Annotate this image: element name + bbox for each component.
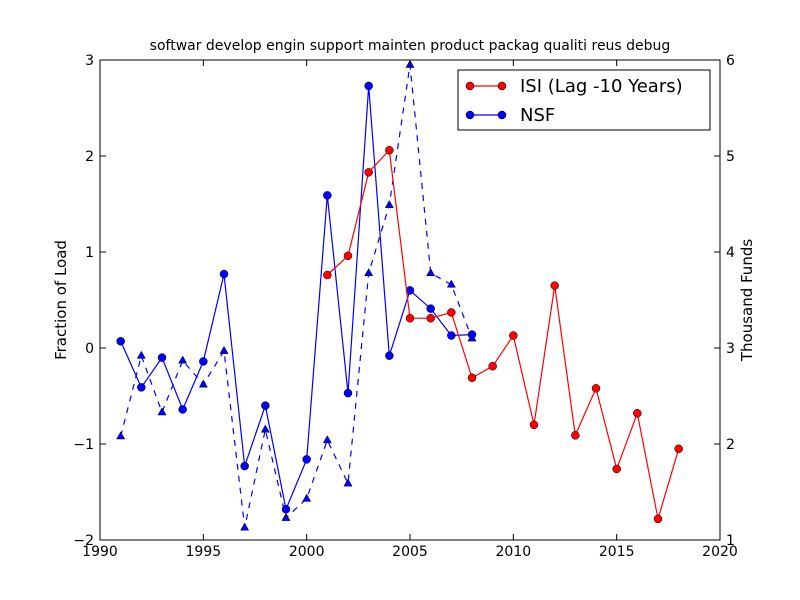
data-point-nsf-funds bbox=[446, 279, 456, 288]
data-point-nsf bbox=[281, 505, 291, 514]
y-right-tick-label: 1 bbox=[726, 533, 735, 549]
data-point-nsf-funds bbox=[260, 424, 270, 433]
y-tick-label: 0 bbox=[85, 341, 94, 357]
data-point-isi-lag-10-years bbox=[591, 384, 601, 393]
y-tick-label: 3 bbox=[85, 53, 94, 69]
y-right-tick-label: 2 bbox=[726, 437, 735, 453]
data-point-nsf-funds bbox=[116, 431, 126, 440]
data-point-nsf bbox=[116, 337, 125, 346]
data-point-nsf-funds bbox=[136, 350, 146, 359]
series-line-isi-lag-10-years bbox=[326, 148, 680, 520]
data-point-nsf bbox=[323, 191, 332, 200]
data-point-isi-lag-10-years bbox=[550, 281, 559, 290]
x-tick-label: 2010 bbox=[496, 544, 532, 560]
y-axis-label: Fraction of Load bbox=[52, 240, 70, 360]
x-tick-label: 2000 bbox=[289, 544, 325, 560]
x-tick-label: 1990 bbox=[82, 544, 118, 560]
y-right-tick-label: 4 bbox=[726, 245, 735, 261]
data-point-nsf bbox=[364, 81, 373, 91]
data-point-isi-lag-10-years bbox=[343, 251, 353, 261]
y-tick-label: 2 bbox=[85, 149, 94, 165]
legend-box bbox=[457, 69, 711, 131]
x-axis: 1990 1995 2000 2005 2010 2015 2020 bbox=[82, 60, 738, 560]
data-point-nsf bbox=[426, 304, 435, 313]
data-point-isi-lag-10-years bbox=[633, 409, 642, 418]
data-point-nsf bbox=[199, 357, 208, 366]
y-right-tick-label: 3 bbox=[726, 341, 735, 357]
x-tick-label: 2015 bbox=[599, 544, 635, 560]
data-point-isi-lag-10-years bbox=[467, 373, 477, 383]
data-point-isi-lag-10-years bbox=[385, 145, 394, 155]
data-point-nsf-funds bbox=[281, 512, 291, 521]
y-axis-left: −2 −1 0 1 2 3 bbox=[73, 53, 106, 549]
y-right-tick-label: 5 bbox=[726, 149, 735, 165]
legend-label-nsf: NSF bbox=[520, 105, 555, 126]
legend-marker-isi bbox=[497, 81, 507, 91]
data-point-nsf bbox=[467, 330, 477, 339]
data-point-isi-lag-10-years bbox=[488, 361, 497, 371]
data-point-nsf-funds bbox=[198, 379, 208, 388]
series-line-nsf-funds bbox=[120, 64, 473, 528]
data-point-nsf bbox=[137, 383, 146, 392]
data-point-nsf-funds bbox=[364, 268, 374, 277]
data-point-nsf-funds bbox=[322, 435, 332, 444]
data-point-nsf-funds bbox=[426, 268, 436, 277]
data-point-nsf bbox=[447, 331, 456, 340]
y-tick-label: 1 bbox=[85, 245, 94, 261]
series-layer bbox=[116, 59, 683, 531]
legend-marker-nsf bbox=[465, 110, 475, 120]
data-point-nsf-funds bbox=[240, 522, 250, 531]
y-right-tick-label: 6 bbox=[726, 53, 735, 69]
data-point-isi-lag-10-years bbox=[447, 308, 456, 317]
data-point-nsf bbox=[302, 455, 311, 464]
data-point-isi-lag-10-years bbox=[674, 444, 683, 454]
x-tick-label: 1995 bbox=[186, 544, 222, 560]
data-point-isi-lag-10-years bbox=[405, 313, 415, 323]
data-point-nsf bbox=[178, 405, 187, 414]
legend-marker-isi bbox=[465, 81, 475, 91]
data-point-nsf-funds bbox=[178, 355, 188, 364]
data-point-isi-lag-10-years bbox=[426, 313, 435, 323]
data-point-isi-lag-10-years bbox=[364, 168, 373, 177]
y-tick-label: −1 bbox=[73, 437, 94, 453]
data-point-nsf-funds bbox=[384, 199, 394, 208]
data-point-isi-lag-10-years bbox=[323, 270, 332, 280]
data-point-nsf-funds bbox=[219, 345, 229, 354]
data-point-nsf-funds bbox=[157, 407, 167, 416]
data-point-isi-lag-10-years bbox=[509, 331, 518, 340]
data-point-isi-lag-10-years bbox=[571, 431, 580, 440]
legend-marker-nsf bbox=[497, 110, 507, 120]
y-tick-label: −2 bbox=[73, 533, 94, 549]
data-point-nsf bbox=[385, 351, 394, 360]
legend-label-isi: ISI (Lag -10 Years) bbox=[520, 76, 683, 97]
legend: ISI (Lag -10 Years) NSF bbox=[457, 69, 711, 131]
data-point-nsf-funds bbox=[302, 493, 312, 502]
data-point-nsf bbox=[240, 461, 249, 471]
data-point-nsf bbox=[219, 269, 229, 279]
x-tick-label: 2005 bbox=[392, 544, 428, 560]
data-point-nsf-funds bbox=[343, 478, 353, 487]
data-point-isi-lag-10-years bbox=[529, 420, 539, 430]
y-axis-right: 1 2 3 4 5 6 bbox=[714, 53, 735, 549]
data-point-isi-lag-10-years bbox=[653, 514, 663, 524]
data-point-nsf bbox=[343, 388, 353, 398]
plot-area bbox=[100, 60, 720, 540]
data-point-isi-lag-10-years bbox=[612, 464, 621, 474]
data-point-nsf bbox=[157, 353, 167, 362]
y-axis-right-label: Thousand Funds bbox=[738, 239, 756, 362]
data-point-nsf bbox=[261, 401, 270, 410]
series-line-nsf bbox=[120, 85, 473, 512]
chart-title: softwar develop engin support mainten pr… bbox=[150, 38, 671, 54]
x-tick-label: 2020 bbox=[702, 544, 738, 560]
